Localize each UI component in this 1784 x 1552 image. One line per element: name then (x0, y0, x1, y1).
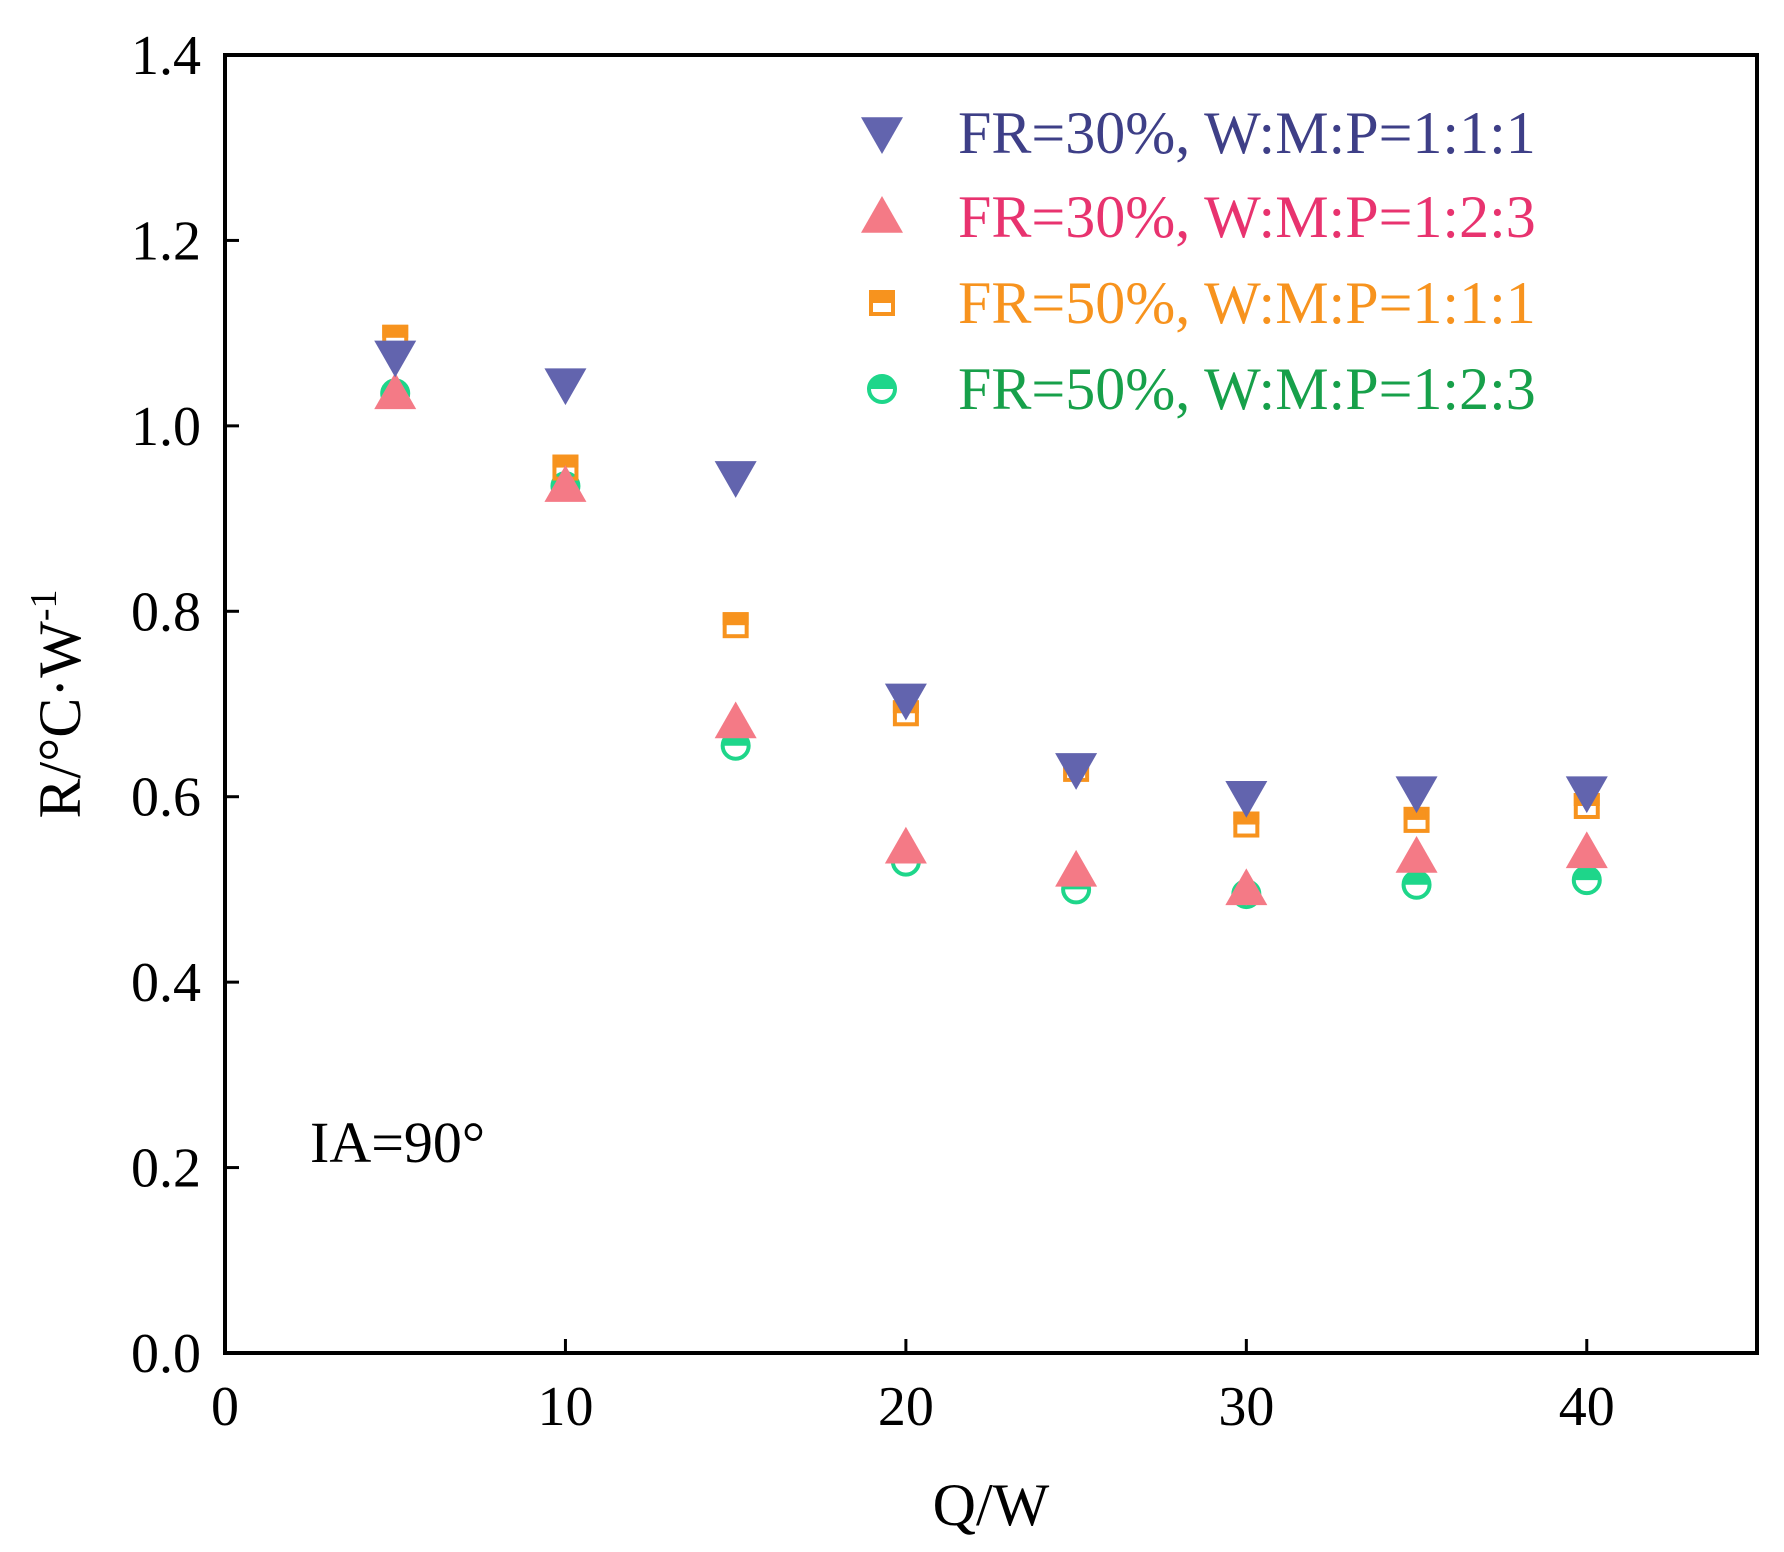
data-point (1395, 835, 1438, 873)
x-tick-label: 10 (537, 1376, 593, 1438)
data-point (1565, 831, 1608, 869)
legend-label: FR=30%, W:M:P=1:2:3 (958, 184, 1536, 250)
y-axis-title-superscript: -1 (23, 590, 65, 622)
data-point (714, 701, 757, 739)
data-points (374, 324, 1608, 910)
y-tick-label: 1.4 (131, 25, 201, 87)
series-2 (374, 372, 1608, 906)
legend-label: FR=30%, W:M:P=1:1:1 (958, 100, 1536, 166)
legend-entry-4: FR=50%, W:M:P=1:2:3 (867, 356, 1536, 422)
data-point (1395, 776, 1438, 814)
y-tick-label: 0.6 (131, 767, 201, 829)
data-point (1565, 776, 1608, 814)
data-point (374, 340, 417, 378)
legend-marker (861, 196, 903, 233)
y-axis-title: R/°C·W-1 (23, 590, 93, 819)
legend-marker (869, 290, 895, 316)
tick-labels: 0.0 0.2 0.4 0.6 0.8 1.0 1.2 1.4 0 10 20 30 40 (131, 25, 1615, 1438)
x-tick-label: 0 (211, 1376, 239, 1438)
series-1 (374, 340, 1608, 818)
y-tick-label: 1.2 (131, 210, 201, 272)
legend-marker (867, 374, 897, 404)
data-point (544, 368, 587, 406)
y-tick-label: 0.2 (131, 1138, 201, 1200)
annotation-ia: IA=90° (310, 1110, 485, 1175)
y-tick-label: 1.0 (131, 396, 201, 458)
x-tick-label: 30 (1218, 1376, 1274, 1438)
y-axis-title-main: R/°C·W (27, 621, 93, 819)
legend-marker (861, 117, 903, 154)
axis-ticks (223, 53, 1589, 1355)
data-point (884, 826, 927, 864)
plot-frame (223, 53, 1759, 1355)
data-point (1055, 849, 1098, 887)
x-tick-label: 20 (878, 1376, 934, 1438)
legend-entry-3: FR=50%, W:M:P=1:1:1 (869, 270, 1536, 336)
data-point (1401, 869, 1432, 900)
legend-label: FR=50%, W:M:P=1:2:3 (958, 356, 1536, 422)
data-point (374, 372, 417, 410)
data-point (722, 612, 749, 639)
y-tick-label: 0.4 (131, 952, 201, 1014)
data-point (1225, 868, 1268, 906)
data-point (1225, 780, 1268, 818)
x-tick-label: 40 (1559, 1376, 1615, 1438)
legend-label: FR=50%, W:M:P=1:1:1 (958, 270, 1536, 336)
data-point (884, 683, 927, 721)
legend: FR=30%, W:M:P=1:1:1 FR=30%, W:M:P=1:2:3 FR… (861, 100, 1536, 422)
legend-entry-1: FR=30%, W:M:P=1:1:1 (861, 100, 1536, 166)
x-axis-title: Q/W (933, 1472, 1050, 1538)
data-point (714, 461, 757, 498)
y-tick-label: 0.0 (131, 1323, 201, 1385)
y-tick-label: 0.8 (131, 581, 201, 643)
data-point (1571, 865, 1602, 896)
data-point (544, 465, 587, 502)
svg-text:R/°C·W-1: R/°C·W-1 (23, 590, 93, 819)
legend-entry-2: FR=30%, W:M:P=1:2:3 (861, 184, 1536, 250)
data-point (1055, 753, 1098, 790)
